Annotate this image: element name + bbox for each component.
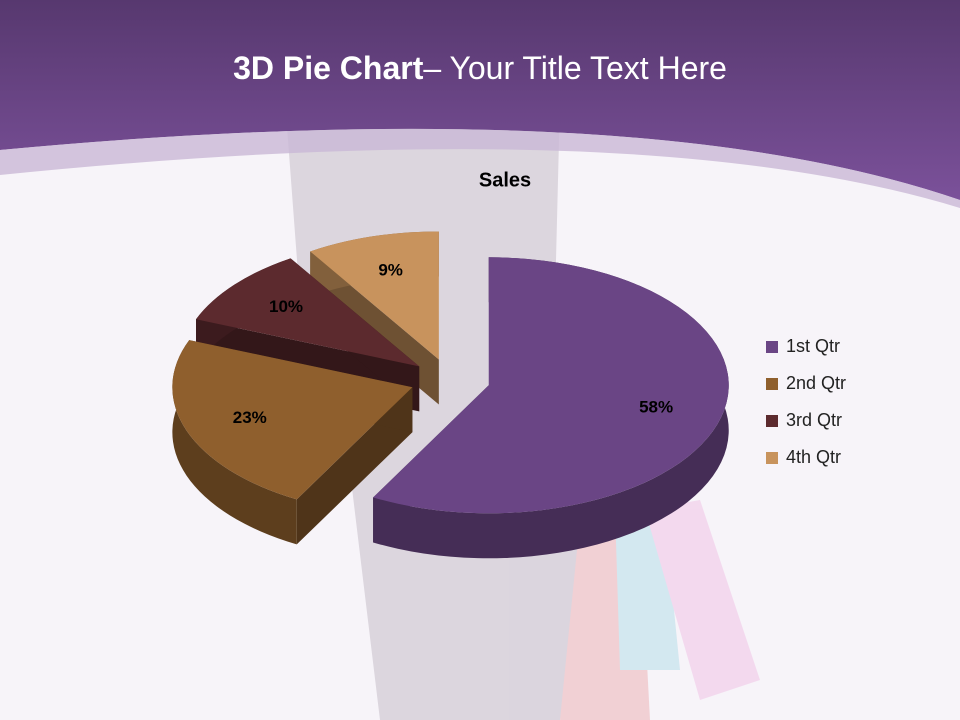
data-label: 23% — [233, 408, 267, 427]
pie: 9% 10% 58% 23% — [172, 231, 729, 559]
slide-title-bold: 3D Pie Chart — [233, 50, 424, 86]
legend-swatch — [766, 378, 778, 390]
legend-label: 3rd Qtr — [786, 410, 842, 430]
slice: 58% — [373, 257, 729, 559]
header-band — [0, 0, 960, 200]
slice: 23% — [172, 340, 413, 545]
slice-side — [296, 387, 413, 545]
legend-label: 1st Qtr — [786, 336, 840, 356]
header-stripe — [0, 128, 960, 208]
slice-top — [310, 231, 439, 360]
chart-title: Sales — [479, 169, 531, 191]
legend: 1st Qtr 2nd Qtr 3rd Qtr 4th Qtr — [766, 336, 846, 467]
data-label: 58% — [639, 398, 673, 417]
slide-title-rest: – Your Title Text Here — [423, 50, 727, 86]
legend-label: 2nd Qtr — [786, 373, 846, 393]
data-label: 9% — [378, 260, 403, 279]
slide-title: 3D Pie Chart– Your Title Text Here — [233, 50, 727, 86]
legend-swatch — [766, 341, 778, 353]
slice-top — [172, 340, 413, 500]
slice-wall — [373, 257, 729, 559]
slice-top — [196, 258, 420, 367]
slice-top — [373, 257, 729, 514]
legend-swatch — [766, 452, 778, 464]
data-label: 10% — [269, 297, 303, 316]
legend-swatch — [766, 415, 778, 427]
legend-label: 4th Qtr — [786, 447, 841, 467]
slice-wall — [172, 340, 297, 545]
